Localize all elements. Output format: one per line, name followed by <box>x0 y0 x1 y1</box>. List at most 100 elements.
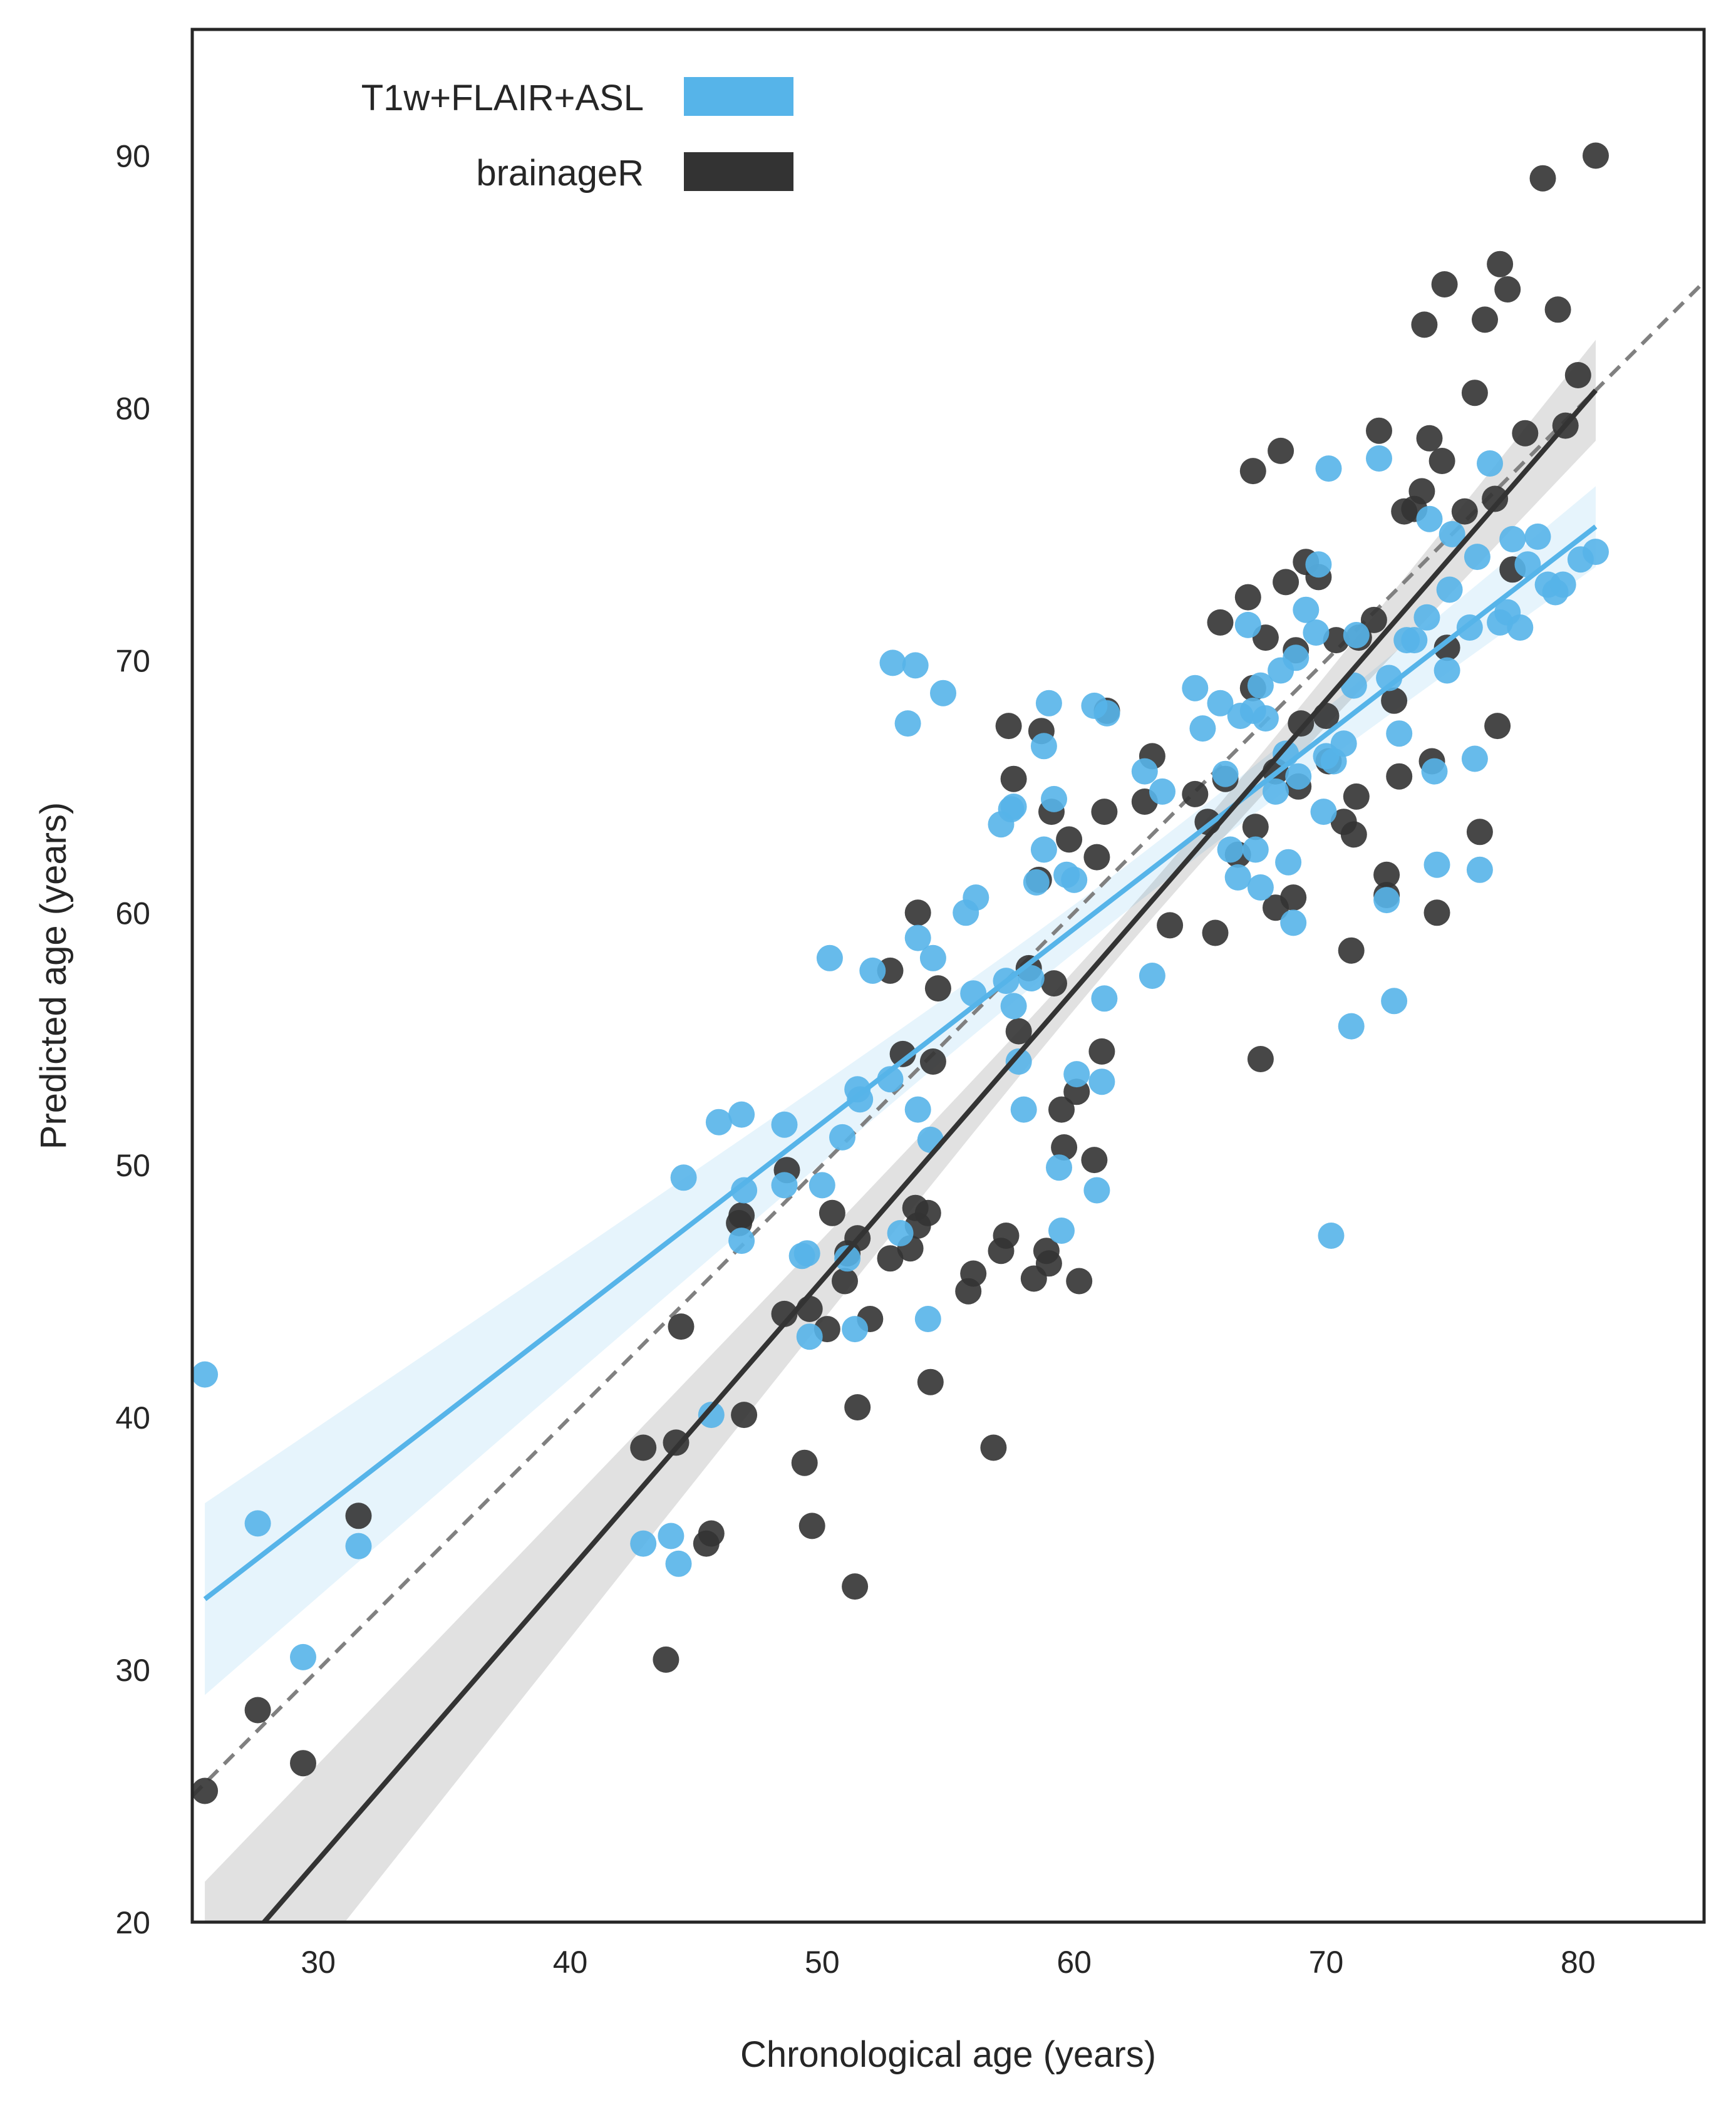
point-t1w-flair-asl-97 <box>1343 622 1370 648</box>
point-brainager-11 <box>728 1202 755 1229</box>
y-axis-ticks: 20 30 40 50 60 70 80 90 <box>115 138 150 1940</box>
point-t1w-flair-asl-114 <box>1464 544 1491 571</box>
point-t1w-flair-asl-20 <box>829 1124 855 1151</box>
x-tick-label-30: 30 <box>301 1945 336 1980</box>
point-t1w-flair-asl-110 <box>1436 576 1463 603</box>
point-t1w-flair-asl-0 <box>192 1361 219 1388</box>
y-tick-label-60: 60 <box>115 896 150 931</box>
point-t1w-flair-asl-2 <box>290 1643 316 1670</box>
point-t1w-flair-asl-99 <box>1373 887 1400 914</box>
point-t1w-flair-asl-3 <box>345 1533 372 1559</box>
point-brainager-12 <box>731 1402 758 1429</box>
point-brainager-6 <box>663 1429 690 1456</box>
point-t1w-flair-asl-39 <box>963 884 989 911</box>
point-brainager-9 <box>698 1520 725 1547</box>
point-brainager-111 <box>1434 634 1460 661</box>
point-brainager-19 <box>819 1199 845 1226</box>
point-t1w-flair-asl-66 <box>1182 675 1209 701</box>
point-t1w-flair-asl-62 <box>1093 700 1120 727</box>
point-brainager-44 <box>1005 1018 1032 1045</box>
point-t1w-flair-asl-127 <box>1583 539 1609 566</box>
point-brainager-82 <box>1280 884 1307 911</box>
point-t1w-flair-asl-53 <box>1046 1154 1072 1181</box>
point-brainager-114 <box>1466 819 1493 846</box>
point-t1w-flair-asl-14 <box>771 1172 798 1199</box>
point-t1w-flair-asl-7 <box>670 1164 697 1191</box>
point-brainager-115 <box>1472 306 1498 333</box>
x-axis-label: Chronological age (years) <box>740 2034 1156 2075</box>
point-brainager-65 <box>1157 912 1184 939</box>
point-brainager-34 <box>917 1368 944 1395</box>
point-brainager-69 <box>1207 609 1234 636</box>
point-brainager-28 <box>889 1040 916 1067</box>
point-t1w-flair-asl-122 <box>1524 523 1551 550</box>
point-t1w-flair-asl-109 <box>1434 657 1460 684</box>
point-t1w-flair-asl-48 <box>1023 869 1050 896</box>
point-t1w-flair-asl-68 <box>1207 690 1234 716</box>
point-t1w-flair-asl-102 <box>1386 720 1413 747</box>
point-t1w-flair-asl-84 <box>1283 644 1310 671</box>
point-t1w-flair-asl-98 <box>1366 445 1392 472</box>
point-t1w-flair-asl-83 <box>1280 909 1307 936</box>
point-brainager-121 <box>1512 420 1539 447</box>
point-brainager-17 <box>798 1513 825 1539</box>
point-brainager-101 <box>1386 763 1413 790</box>
point-t1w-flair-asl-54 <box>1048 1218 1075 1244</box>
point-t1w-flair-asl-25 <box>859 957 886 984</box>
point-t1w-flair-asl-24 <box>847 1086 874 1113</box>
point-t1w-flair-asl-95 <box>1338 1013 1365 1040</box>
point-t1w-flair-asl-91 <box>1315 455 1342 482</box>
point-brainager-23 <box>844 1394 871 1420</box>
point-brainager-36 <box>924 975 951 1002</box>
point-t1w-flair-asl-11 <box>728 1228 755 1254</box>
point-brainager-97 <box>1366 417 1392 444</box>
point-t1w-flair-asl-71 <box>1224 864 1251 891</box>
point-t1w-flair-asl-85 <box>1285 763 1312 790</box>
point-t1w-flair-asl-67 <box>1189 715 1216 742</box>
point-t1w-flair-asl-44 <box>1000 993 1027 1020</box>
point-t1w-flair-asl-36 <box>930 680 956 706</box>
fit-line-t1w-flair-asl <box>203 524 1598 1601</box>
point-t1w-flair-asl-47 <box>1018 965 1045 991</box>
legend-label-t1w-flair-asl: T1w+FLAIR+ASL <box>361 78 644 118</box>
y-tick-label-20: 20 <box>115 1905 150 1940</box>
point-t1w-flair-asl-115 <box>1466 856 1493 883</box>
point-brainager-118 <box>1487 251 1514 277</box>
x-tick-label-80: 80 <box>1561 1945 1596 1980</box>
point-brainager-1 <box>244 1697 271 1724</box>
point-t1w-flair-asl-65 <box>1149 778 1175 805</box>
point-t1w-flair-asl-35 <box>919 944 946 971</box>
point-t1w-flair-asl-106 <box>1416 505 1443 532</box>
point-brainager-22 <box>842 1573 869 1600</box>
point-brainager-109 <box>1429 448 1455 474</box>
point-t1w-flair-asl-13 <box>771 1111 798 1138</box>
point-t1w-flair-asl-50 <box>1030 836 1057 863</box>
point-brainager-53 <box>1048 1096 1075 1123</box>
point-t1w-flair-asl-49 <box>1030 733 1057 760</box>
point-brainager-59 <box>1083 844 1110 871</box>
point-t1w-flair-asl-61 <box>1091 985 1118 1012</box>
point-brainager-68 <box>1202 919 1229 946</box>
point-t1w-flair-asl-113 <box>1461 745 1488 772</box>
point-brainager-4 <box>630 1434 657 1461</box>
point-brainager-106 <box>1416 425 1443 452</box>
y-tick-label-80: 80 <box>115 391 150 426</box>
point-brainager-50 <box>1035 1250 1062 1277</box>
point-t1w-flair-asl-32 <box>904 924 931 951</box>
point-t1w-flair-asl-12 <box>731 1177 758 1204</box>
point-t1w-flair-asl-73 <box>1234 611 1261 638</box>
point-t1w-flair-asl-9 <box>705 1109 732 1135</box>
point-brainager-13 <box>771 1300 798 1327</box>
plot-frame <box>190 28 1706 1924</box>
point-brainager-32 <box>904 899 931 926</box>
point-brainager-73 <box>1239 458 1266 485</box>
x-tick-label-40: 40 <box>553 1945 588 1980</box>
point-t1w-flair-asl-60 <box>1088 1068 1115 1095</box>
scatter-points <box>192 142 1609 1804</box>
point-t1w-flair-asl-1 <box>244 1510 271 1537</box>
legend-swatch-t1w-flair-asl <box>684 77 793 116</box>
point-brainager-43 <box>1000 765 1027 792</box>
point-t1w-flair-asl-70 <box>1217 836 1244 863</box>
point-t1w-flair-asl-105 <box>1413 604 1440 631</box>
point-brainager-0 <box>192 1777 219 1804</box>
